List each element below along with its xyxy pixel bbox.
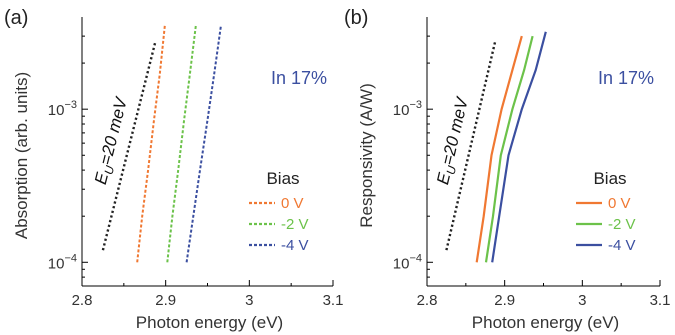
x-tick-label: 3 xyxy=(245,292,253,309)
legend-title: Bias xyxy=(266,169,299,188)
series-line xyxy=(491,31,547,263)
y-tick-label: 10−4 xyxy=(393,252,422,272)
x-tick-label: 2.8 xyxy=(417,292,438,309)
legend-label: -4 V xyxy=(608,237,636,254)
panel-b: (b) 2.8 2.9 3 3.1 10−4 10−3 Photon energy (eV) R… xyxy=(344,7,670,332)
x-tick-label: 3.1 xyxy=(323,292,344,309)
panel-a: (a) 2.8 2.9 3 3.1 10−4 10−3 Photon energy (eV) A… xyxy=(4,7,343,332)
series-line xyxy=(484,35,534,263)
panel-label: (a) xyxy=(4,7,28,29)
y-tick-label: 10−3 xyxy=(393,99,422,119)
x-tick-label: 2.8 xyxy=(72,292,93,309)
x-axis-title: Photon energy (eV) xyxy=(136,313,283,332)
x-tick-label: 3.1 xyxy=(650,292,671,309)
legend-title: Bias xyxy=(593,169,626,188)
y-tick-label: 10−4 xyxy=(48,252,77,272)
legend-label: 0 V xyxy=(281,195,304,212)
y-axis-title: Absorption (arb. units) xyxy=(12,72,31,239)
series-line xyxy=(136,25,166,263)
x-tick-label: 3 xyxy=(578,292,586,309)
x-tick-label: 2.9 xyxy=(494,292,515,309)
y-tick-label: 10−3 xyxy=(48,99,77,119)
x-axis-title: Photon energy (eV) xyxy=(472,313,619,332)
composition-annotation: In 17% xyxy=(598,68,654,88)
series-line xyxy=(166,25,197,263)
reference-slope-label: EU=20 meV xyxy=(91,94,134,187)
y-axis-title: Responsivity (A/W) xyxy=(357,83,376,228)
legend-label: 0 V xyxy=(608,195,631,212)
series-line xyxy=(475,35,523,263)
panel-label: (b) xyxy=(344,7,368,29)
reference-slope-line xyxy=(445,40,497,251)
reference-slope-label: EU=20 meV xyxy=(433,94,475,187)
x-tick-label: 2.9 xyxy=(155,292,176,309)
legend-label: -4 V xyxy=(281,237,309,254)
legend-label: -2 V xyxy=(608,216,636,233)
legend-label: -2 V xyxy=(281,216,309,233)
composition-annotation: In 17% xyxy=(271,68,327,88)
